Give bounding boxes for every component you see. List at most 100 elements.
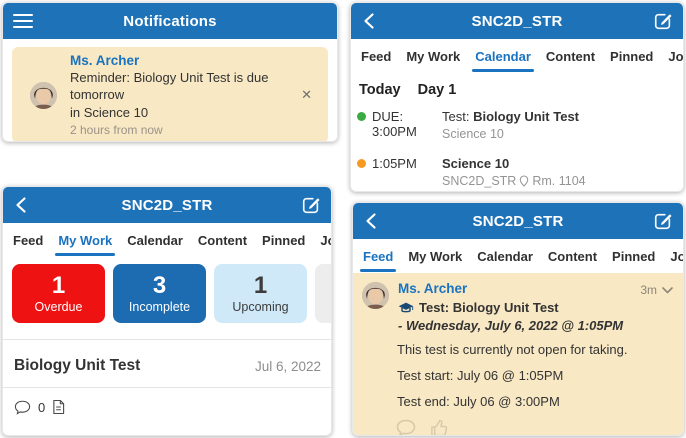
back-icon[interactable]: [363, 212, 381, 230]
location-pin-icon: [520, 175, 529, 187]
tab-content[interactable]: Content: [547, 248, 598, 264]
tab-feed[interactable]: Feed: [13, 232, 44, 248]
upcoming-count: 1: [253, 272, 268, 300]
tab-content[interactable]: Content: [197, 232, 248, 248]
assignment-title: Biology Unit Test: [14, 357, 141, 374]
notifications-title: Notifications: [123, 12, 217, 30]
avatar: [30, 81, 57, 109]
post-test-title: Test: Biology Unit Test: [419, 300, 559, 315]
assignment-row[interactable]: Biology Unit Test Jul 6, 2022: [3, 345, 331, 387]
tab-bar: Feed My Work Calendar Content Pinned Jou…: [351, 39, 683, 73]
post-test-line: Test: Biology Unit Test: [398, 300, 673, 315]
document-icon[interactable]: [52, 399, 65, 415]
notification-body: Ms. Archer Reminder: Biology Unit Test i…: [70, 53, 297, 136]
tab-pinned[interactable]: Pinned: [610, 48, 654, 64]
post-author: Ms. Archer: [398, 281, 468, 296]
event-time: 1:05PM: [372, 156, 417, 171]
tab-calendar[interactable]: Calendar: [472, 39, 534, 73]
compose-icon[interactable]: [653, 211, 673, 231]
notification-line3: in Science 10: [70, 104, 149, 120]
tab-my-work[interactable]: My Work: [55, 223, 116, 257]
post-body: This test is currently not open for taki…: [397, 342, 628, 357]
fourth-card[interactable]: U: [315, 264, 331, 323]
overdue-label: Overdue: [34, 299, 83, 314]
notification-item[interactable]: Ms. Archer Reminder: Biology Unit Test i…: [12, 47, 328, 141]
class-title: SNC2D_STR: [472, 212, 564, 230]
feed-screen-panel: SNC2D_STR Feed My Work Calendar Content …: [352, 202, 684, 436]
comment-icon[interactable]: [14, 400, 31, 415]
post-start-line: Test start: July 06 @ 1:05PM: [397, 368, 564, 383]
post-age-dropdown[interactable]: 3m: [640, 281, 673, 297]
graduation-cap-icon: [398, 302, 414, 312]
compose-icon[interactable]: [653, 11, 673, 31]
event-time: DUE: 3:00PM: [372, 109, 417, 139]
post-head-main: Ms. Archer 3m Test: Biology Unit Test: [398, 281, 673, 333]
chevron-down-icon: [662, 286, 673, 294]
tab-feed[interactable]: Feed: [361, 48, 392, 64]
tab-journal[interactable]: Journal: [320, 232, 331, 248]
notification-line2: tomorrow: [70, 87, 125, 103]
tab-pinned[interactable]: Pinned: [612, 248, 656, 264]
divider: [3, 387, 331, 388]
class-title: SNC2D_STR: [121, 196, 213, 214]
menu-icon[interactable]: [13, 14, 33, 28]
tab-journal[interactable]: Journal: [668, 48, 683, 64]
calendar-header: SNC2D_STR: [351, 3, 683, 39]
class-dot-icon: [357, 159, 366, 168]
upcoming-label: Upcoming: [232, 299, 289, 314]
incomplete-label: Incomplete: [128, 299, 191, 314]
event-title: Biology Unit Test: [473, 109, 580, 124]
overdue-card[interactable]: 1 Overdue: [12, 264, 105, 323]
tab-content[interactable]: Content: [545, 48, 596, 64]
calendar-event-class[interactable]: 1:05PM Science 10 SNC2D_STR Rm. 1104: [351, 152, 683, 191]
compose-icon[interactable]: [301, 195, 321, 215]
event-title: Science 10: [442, 156, 510, 171]
calendar-event-test[interactable]: DUE: 3:00PM Test: Biology Unit Test Scie…: [351, 105, 683, 146]
feed-post: Ms. Archer 3m Test: Biology Unit Test: [353, 273, 683, 435]
post-actions: [396, 419, 673, 435]
back-icon[interactable]: [13, 196, 31, 214]
notifications-header: Notifications: [3, 3, 337, 39]
day-row: Today Day 1: [351, 73, 683, 105]
tab-calendar[interactable]: Calendar: [127, 232, 183, 248]
tab-pinned[interactable]: Pinned: [262, 232, 306, 248]
close-icon[interactable]: ✕: [301, 87, 312, 102]
event-detail: Test: Biology Unit Test Science 10: [442, 108, 579, 141]
divider: [3, 339, 331, 340]
notifications-panel: Notifications Ms. Archer Reminder: Biolo…: [2, 2, 338, 142]
calendar-screen-panel: SNC2D_STR Feed My Work Calendar Content …: [350, 2, 684, 192]
event-class-code: SNC2D_STR: [442, 174, 517, 188]
overdue-count: 1: [51, 272, 66, 300]
class-title: SNC2D_STR: [471, 12, 563, 30]
event-subtitle: Science 10: [442, 127, 504, 141]
tab-bar: Feed My Work Calendar Content Pinned Jou…: [3, 223, 331, 257]
post-date-line: - Wednesday, July 6, 2022 @ 1:05PM: [398, 318, 624, 333]
today-label: Today: [359, 82, 401, 98]
comment-count: 0: [38, 399, 46, 415]
notification-time: 2 hours from now: [70, 122, 163, 137]
tab-calendar[interactable]: Calendar: [477, 248, 533, 264]
notification-line1: Reminder: Biology Unit Test is due: [70, 70, 269, 86]
due-dot-icon: [357, 112, 366, 121]
upcoming-card[interactable]: 1 Upcoming: [214, 264, 307, 323]
assignment-date: Jul 6, 2022: [254, 358, 321, 374]
tab-journal[interactable]: Journal: [670, 248, 683, 264]
mywork-header: SNC2D_STR: [3, 187, 331, 223]
avatar: [362, 282, 389, 309]
tab-feed[interactable]: Feed: [359, 239, 397, 273]
thumbs-up-icon[interactable]: [430, 419, 449, 435]
event-room: Rm. 1104: [532, 174, 586, 188]
comment-icon[interactable]: [396, 419, 416, 435]
event-title-prefix: Test:: [442, 109, 474, 124]
tab-my-work[interactable]: My Work: [406, 48, 461, 64]
event-subtitle: SNC2D_STR Rm. 1104: [442, 174, 586, 188]
post-head: Ms. Archer 3m Test: Biology Unit Test: [362, 281, 673, 333]
day-number-label: Day 1: [417, 82, 457, 98]
tab-my-work[interactable]: My Work: [408, 248, 463, 264]
back-icon[interactable]: [361, 12, 379, 30]
assignment-meta-row: 0: [3, 388, 331, 426]
incomplete-card[interactable]: 3 Incomplete: [113, 264, 206, 323]
work-summary-cards: 1 Overdue 3 Incomplete 1 Upcoming U: [3, 257, 331, 333]
post-end-line: Test end: July 06 @ 3:00PM: [397, 394, 560, 409]
